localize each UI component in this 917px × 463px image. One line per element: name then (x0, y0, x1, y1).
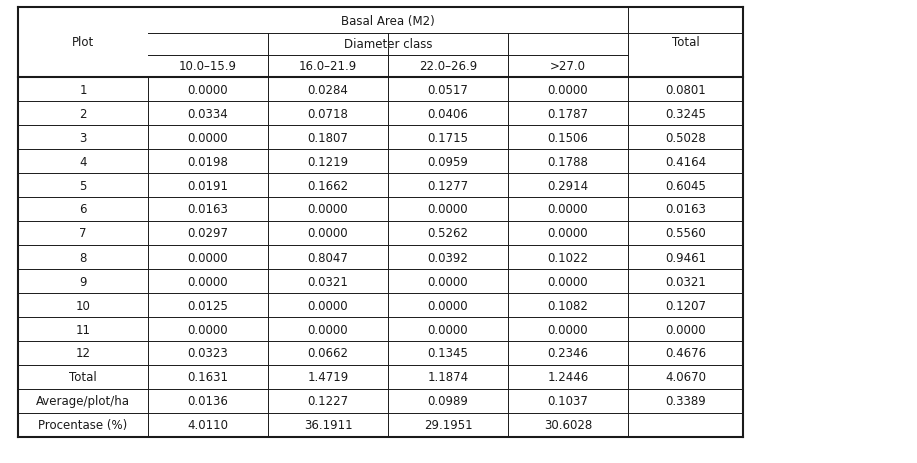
Text: 0.0000: 0.0000 (427, 323, 469, 336)
Text: 0.0000: 0.0000 (427, 299, 469, 312)
Text: 4: 4 (79, 155, 87, 168)
Text: 0.0000: 0.0000 (547, 203, 589, 216)
Text: 29.1951: 29.1951 (424, 419, 472, 432)
Text: Plot: Plot (72, 37, 94, 50)
Text: 0.0284: 0.0284 (307, 83, 348, 96)
Text: 2: 2 (79, 107, 87, 120)
Text: 7: 7 (79, 227, 87, 240)
Text: Total: Total (671, 37, 700, 50)
Text: 0.0191: 0.0191 (187, 179, 228, 192)
Text: 0.0000: 0.0000 (427, 203, 469, 216)
Text: 12: 12 (75, 347, 91, 360)
Text: 0.0321: 0.0321 (307, 275, 348, 288)
Text: 0.0517: 0.0517 (427, 83, 469, 96)
Text: 0.1219: 0.1219 (307, 155, 348, 168)
Text: 0.0000: 0.0000 (188, 251, 228, 264)
Text: 0.3389: 0.3389 (665, 394, 706, 407)
Text: 0.1788: 0.1788 (547, 155, 589, 168)
Text: 0.0000: 0.0000 (308, 203, 348, 216)
Text: 0.1662: 0.1662 (307, 179, 348, 192)
Text: 11: 11 (75, 323, 91, 336)
Text: 0.0125: 0.0125 (188, 299, 228, 312)
Text: 0.0392: 0.0392 (427, 251, 469, 264)
Text: 0.0000: 0.0000 (308, 299, 348, 312)
Text: 0.4164: 0.4164 (665, 155, 706, 168)
Text: 1.1874: 1.1874 (427, 371, 469, 384)
Text: 4.0670: 4.0670 (665, 371, 706, 384)
Text: 0.1807: 0.1807 (307, 131, 348, 144)
Text: 0.0000: 0.0000 (308, 323, 348, 336)
Text: 0.0989: 0.0989 (427, 394, 469, 407)
Text: 0.1207: 0.1207 (665, 299, 706, 312)
Text: 0.0000: 0.0000 (547, 275, 589, 288)
Text: Diameter class: Diameter class (344, 38, 432, 51)
Text: 9: 9 (79, 275, 87, 288)
Text: 0.5560: 0.5560 (665, 227, 706, 240)
Text: 0.8047: 0.8047 (307, 251, 348, 264)
Text: 4.0110: 4.0110 (187, 419, 228, 432)
Text: 0.0163: 0.0163 (665, 203, 706, 216)
Text: 0.0136: 0.0136 (188, 394, 228, 407)
Text: 36.1911: 36.1911 (304, 419, 352, 432)
Text: 0.0000: 0.0000 (547, 227, 589, 240)
Text: Average/plot/ha: Average/plot/ha (36, 394, 130, 407)
Text: 0.9461: 0.9461 (665, 251, 706, 264)
Text: 0.1022: 0.1022 (547, 251, 589, 264)
Text: 1.2446: 1.2446 (547, 371, 589, 384)
Text: 30.6028: 30.6028 (544, 419, 592, 432)
Text: 0.0000: 0.0000 (547, 323, 589, 336)
Text: 0.1082: 0.1082 (547, 299, 589, 312)
Text: 0.5028: 0.5028 (665, 131, 706, 144)
Text: 0.3245: 0.3245 (665, 107, 706, 120)
Text: 16.0–21.9: 16.0–21.9 (299, 60, 357, 73)
Text: 0.5262: 0.5262 (427, 227, 469, 240)
Text: 0.0163: 0.0163 (188, 203, 228, 216)
Text: 0.1277: 0.1277 (427, 179, 469, 192)
Text: 0.6045: 0.6045 (665, 179, 706, 192)
Text: 0.0662: 0.0662 (307, 347, 348, 360)
Text: 0.0198: 0.0198 (188, 155, 228, 168)
Text: 10: 10 (75, 299, 91, 312)
Text: >27.0: >27.0 (550, 60, 586, 73)
Text: 0.2914: 0.2914 (547, 179, 589, 192)
Text: 0.0323: 0.0323 (188, 347, 228, 360)
Text: 1: 1 (79, 83, 87, 96)
Text: 0.1787: 0.1787 (547, 107, 589, 120)
Text: 0.4676: 0.4676 (665, 347, 706, 360)
Text: 0.0000: 0.0000 (665, 323, 706, 336)
Text: 0.0334: 0.0334 (188, 107, 228, 120)
Text: 0.0000: 0.0000 (188, 131, 228, 144)
Text: 0.0321: 0.0321 (665, 275, 706, 288)
Text: 22.0–26.9: 22.0–26.9 (419, 60, 477, 73)
Text: 5: 5 (79, 179, 87, 192)
Text: 0.0000: 0.0000 (308, 227, 348, 240)
Text: 0.0959: 0.0959 (427, 155, 469, 168)
Text: 0.1506: 0.1506 (547, 131, 589, 144)
Text: 0.2346: 0.2346 (547, 347, 589, 360)
Text: 0.0000: 0.0000 (427, 275, 469, 288)
Text: Total: Total (69, 371, 97, 384)
Text: 0.1715: 0.1715 (427, 131, 469, 144)
Text: 8: 8 (79, 251, 87, 264)
Text: 0.0000: 0.0000 (188, 275, 228, 288)
Text: 0.0801: 0.0801 (665, 83, 706, 96)
Text: 0.1631: 0.1631 (187, 371, 228, 384)
Text: 0.0718: 0.0718 (307, 107, 348, 120)
Text: 0.1227: 0.1227 (307, 394, 348, 407)
Text: 0.0000: 0.0000 (547, 83, 589, 96)
Text: 0.1037: 0.1037 (547, 394, 589, 407)
Text: 10.0–15.9: 10.0–15.9 (179, 60, 237, 73)
Text: Procentase (%): Procentase (%) (39, 419, 127, 432)
Text: 0.0406: 0.0406 (427, 107, 469, 120)
Text: 0.0000: 0.0000 (188, 83, 228, 96)
Text: Basal Area (M2): Basal Area (M2) (341, 14, 435, 27)
Text: 1.4719: 1.4719 (307, 371, 348, 384)
Text: 3: 3 (79, 131, 87, 144)
Text: 0.1345: 0.1345 (427, 347, 469, 360)
Text: 0.0000: 0.0000 (188, 323, 228, 336)
Text: 0.0297: 0.0297 (187, 227, 228, 240)
Text: 6: 6 (79, 203, 87, 216)
